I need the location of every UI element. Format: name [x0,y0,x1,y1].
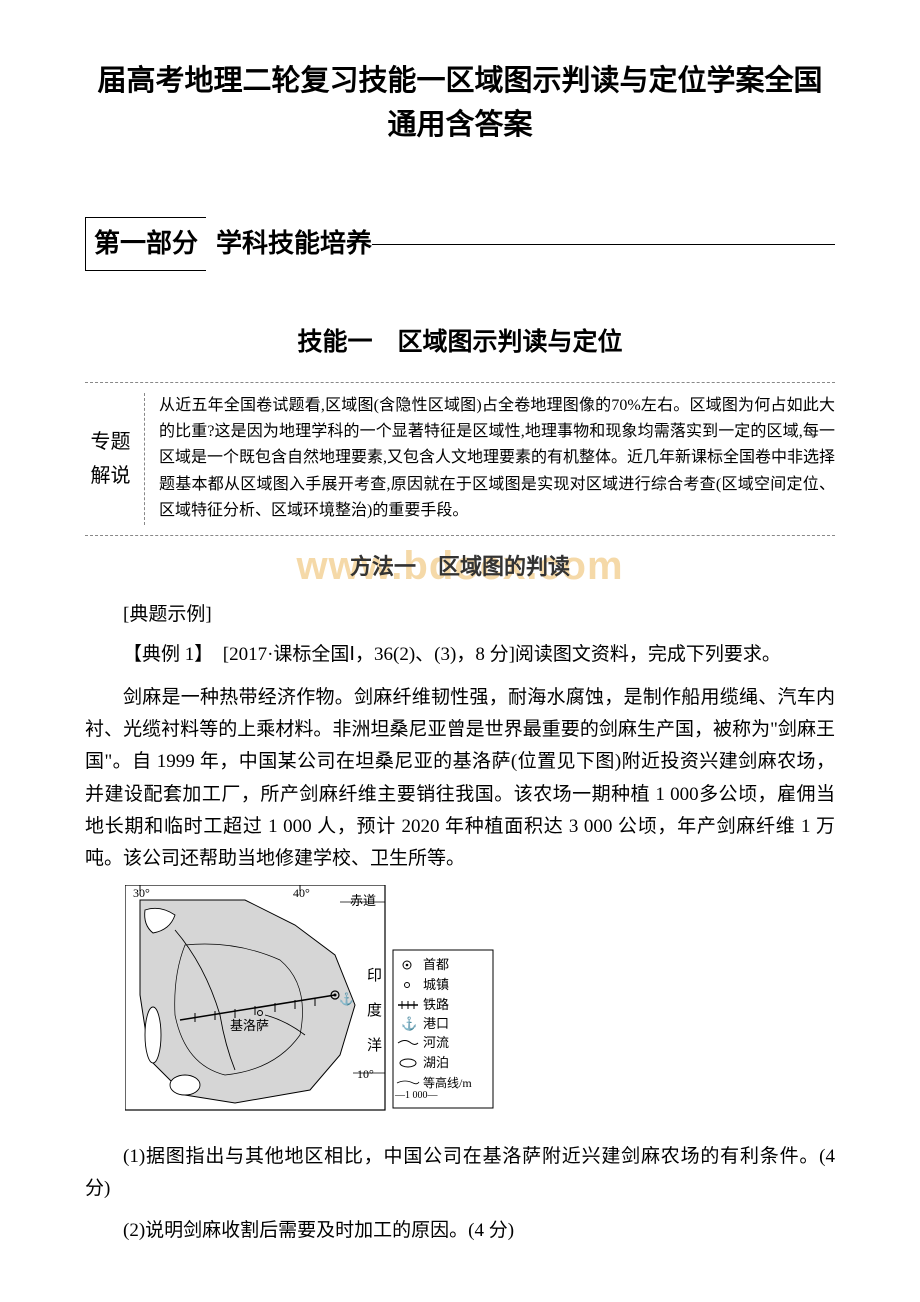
legend-river: 河流 [423,1035,449,1050]
explain-label2: 解说 [91,459,131,493]
map-ocean2: 度 [367,1002,382,1019]
skill-title: 技能一 区域图示判读与定位 [85,321,835,364]
question-1: (1)据图指出与其他地区相比，中国公司在基洛萨附近兴建剑麻农场的有利条件。(4 … [85,1141,835,1206]
legend-contour: 等高线/m [423,1075,472,1090]
map-lon-right: 40° [293,886,310,900]
body-paragraph: 剑麻是一种热带经济作物。剑麻纤维韧性强，耐海水腐蚀，是制作船用缆绳、汽车内衬、光… [85,682,835,876]
example-label: [典题示例] [85,599,835,631]
section-banner: 第一部分 学科技能培养 [85,217,835,271]
title-line2: 通用含答案 [387,109,532,141]
banner-part1: 第一部分 [85,217,206,271]
explain-left: 专题 解说 [85,393,145,525]
svg-text:⚓: ⚓ [401,1016,417,1031]
question-2: (2)说明剑麻收割后需要及时加工的原因。(4 分) [85,1215,835,1247]
method-title: www.bdocx.com 方法一 区域图的判读 [85,548,835,585]
legend-lake: 湖泊 [423,1055,449,1070]
map-lat-bottom: 10° [357,1067,374,1081]
legend-port: 港口 [423,1016,449,1031]
legend-capital: 首都 [423,957,449,972]
explain-label1: 专题 [91,425,131,459]
map-lon-left: 30° [133,886,150,900]
map-figure: 基洛萨 ⚓ 30° 40° 赤道 10° 印 度 洋 首都 城镇 铁路 ⚓ 港口 [125,885,835,1126]
explain-text: 从近五年全国卷试题看,区域图(含隐性区域图)占全卷地理图像的70%左右。区域图为… [145,393,835,525]
main-title: 届高考地理二轮复习技能一区域图示判读与定位学案全国 通用含答案 [85,60,835,147]
explain-box: 专题 解说 从近五年全国卷试题看,区域图(含隐性区域图)占全卷地理图像的70%左… [85,382,835,536]
example-title: 【典例 1】 [2017·课标全国Ⅰ，36(2)、(3)，8 分]阅读图文资料，… [85,639,835,671]
map-ocean1: 印 [367,967,382,984]
svg-text:⚓: ⚓ [339,992,354,1006]
map-svg: 基洛萨 ⚓ 30° 40° 赤道 10° 印 度 洋 首都 城镇 铁路 ⚓ 港口 [125,885,495,1115]
title-line1: 届高考地理二轮复习技能一区域图示判读与定位学案全国 [97,65,822,97]
map-ocean3: 洋 [367,1037,382,1054]
banner-line [372,244,835,245]
method-title-text: 方法一 区域图的判读 [350,554,570,579]
banner-part2: 学科技能培养 [206,218,372,270]
legend-town: 城镇 [423,977,449,992]
map-city-label: 基洛萨 [230,1018,269,1033]
legend-contour-val: —1 000— [394,1090,439,1101]
map-equator: 赤道 [350,893,376,908]
legend-railway: 铁路 [423,997,449,1012]
